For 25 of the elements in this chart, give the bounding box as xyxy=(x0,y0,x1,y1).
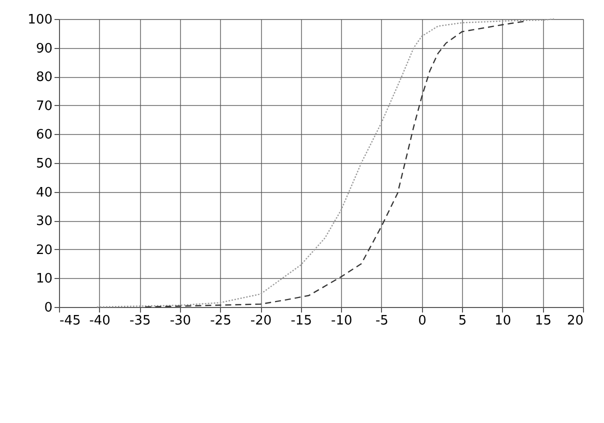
y-tick-label: 80 xyxy=(36,70,52,86)
x-tick-label: -25 xyxy=(210,314,232,328)
y-tick-label: 70 xyxy=(36,98,52,114)
x-tick-label: 10 xyxy=(494,314,512,328)
x-tick-label: -45 xyxy=(60,314,81,328)
x-tick-label: 0 xyxy=(418,314,426,328)
y-tick-label: 50 xyxy=(36,156,52,172)
y-tick-label: 40 xyxy=(36,185,52,200)
x-tick-label: 5 xyxy=(458,314,467,328)
x-tick-label: 15 xyxy=(534,314,552,328)
x-tick-label: -30 xyxy=(170,314,192,328)
x-tick-label: -35 xyxy=(130,314,151,328)
y-tick-label: 0 xyxy=(44,300,52,316)
x-tick-label: 20 xyxy=(566,314,584,328)
y-tick-label: 20 xyxy=(36,242,52,258)
y-tick-label: 90 xyxy=(36,41,52,56)
x-tick-label: -15 xyxy=(290,314,312,328)
x-tick-label: -10 xyxy=(331,314,352,328)
x-tick-label: -40 xyxy=(89,314,110,328)
y-tick-label: 10 xyxy=(36,272,52,287)
y-tick-label: 100 xyxy=(28,12,52,28)
y-tick-label: 30 xyxy=(36,214,52,230)
y-tick-label: 60 xyxy=(36,128,52,143)
x-tick-label: -20 xyxy=(250,314,272,328)
x-tick-label: -5 xyxy=(375,314,388,328)
